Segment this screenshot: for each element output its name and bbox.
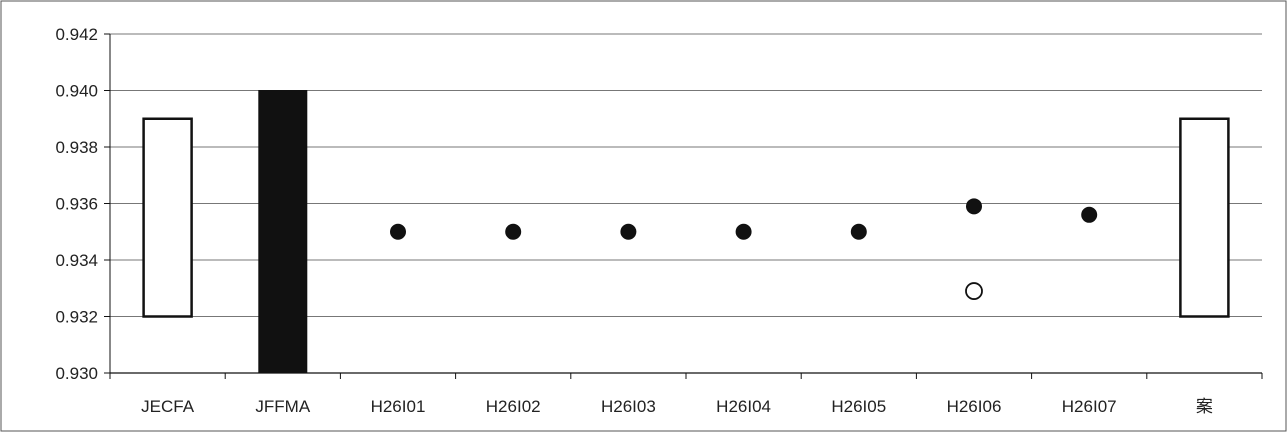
data-point-4: [850, 223, 867, 240]
x-tick-label-8: H26I07: [1062, 397, 1117, 416]
x-tick-label-0: JECFA: [141, 397, 195, 416]
y-tick-label-1: 0.932: [55, 308, 98, 327]
data-points: [390, 198, 1098, 300]
range-bar-1: [258, 90, 308, 374]
range-bar-0: [142, 117, 193, 318]
data-point-5: [966, 198, 982, 215]
data-point-0: [390, 223, 406, 240]
x-tick-label-9: 案: [1196, 397, 1213, 416]
x-tick-label-7: H26I06: [947, 397, 1002, 416]
x-tick-label-5: H26I04: [716, 397, 771, 416]
x-tick-label-1: JFFMA: [255, 397, 310, 416]
data-point-7: [1081, 206, 1098, 223]
y-tick-label-2: 0.934: [55, 251, 98, 270]
x-tick-label-6: H26I05: [831, 397, 886, 416]
data-point-6: [965, 282, 983, 300]
x-tick-label-3: H26I02: [486, 397, 541, 416]
x-tick-labels: JECFA JFFMA H26I01 H26I02 H26I03 H26I04 H26I05…: [141, 397, 1213, 416]
range-bars: [142, 90, 1230, 374]
y-tick-label-4: 0.938: [55, 138, 98, 157]
y-tick-label-0: 0.930: [55, 364, 98, 383]
data-point-1: [505, 223, 522, 240]
y-tick-label-3: 0.936: [55, 195, 98, 214]
x-tick-label-2: H26I01: [371, 397, 426, 416]
data-point-2: [620, 223, 637, 240]
x-tick-label-4: H26I03: [601, 397, 656, 416]
y-tick-label-6: 0.942: [55, 25, 98, 44]
y-tick-label-5: 0.940: [55, 82, 98, 101]
data-point-3: [735, 223, 752, 240]
y-tick-labels: 0.930 0.932 0.934 0.936 0.938 0.940 0.942: [55, 25, 98, 383]
range-bar-2: [1179, 117, 1230, 318]
